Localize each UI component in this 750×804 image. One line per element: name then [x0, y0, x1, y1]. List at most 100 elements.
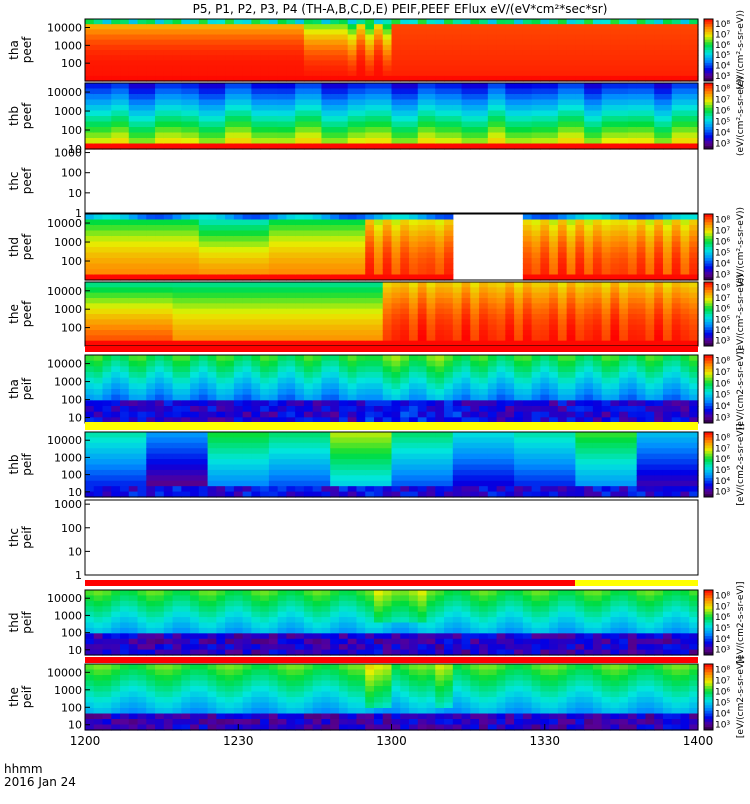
heatmap-cell — [339, 459, 348, 465]
heatmap-cell — [435, 71, 444, 77]
heatmap-cell — [497, 24, 506, 30]
heatmap-cell — [672, 231, 681, 237]
heatmap-cell — [575, 66, 584, 72]
heatmap-cell — [575, 406, 584, 412]
heatmap-cell — [645, 220, 654, 226]
heatmap-cell — [103, 361, 112, 367]
heatmap-cell — [488, 400, 497, 406]
heatmap-cell — [663, 293, 672, 299]
heatmap-cell — [637, 19, 646, 25]
heatmap-cell — [164, 443, 173, 449]
heatmap-cell — [103, 100, 112, 106]
heatmap-cell — [374, 372, 383, 378]
heatmap-cell — [610, 242, 619, 248]
heatmap-cell — [278, 242, 287, 248]
heatmap-cell — [567, 111, 576, 117]
heatmap-cell — [558, 319, 567, 325]
heatmap-cell — [689, 314, 698, 320]
heatmap-cell — [304, 282, 313, 288]
heatmap-cell — [602, 319, 611, 325]
heatmap-cell — [383, 71, 392, 77]
heatmap-cell — [400, 60, 409, 66]
heatmap-cell — [645, 400, 654, 406]
colorbar-segment — [704, 392, 713, 395]
heatmap-cell — [216, 214, 225, 220]
heatmap-cell — [567, 100, 576, 106]
heatmap-cell — [199, 100, 208, 106]
heatmap-cell — [427, 330, 436, 336]
heatmap-cell — [190, 253, 199, 259]
heatmap-cell — [269, 50, 278, 56]
heatmap-cell — [383, 298, 392, 304]
heatmap-cell — [427, 236, 436, 242]
heatmap-cell — [610, 269, 619, 275]
heatmap-cell — [120, 325, 129, 331]
heatmap-cell — [383, 282, 392, 288]
heatmap-cell — [400, 389, 409, 395]
heatmap-cell — [549, 24, 558, 30]
heatmap-cell — [497, 412, 506, 418]
heatmap-cell — [190, 319, 199, 325]
heatmap-cell — [602, 378, 611, 384]
heatmap-cell — [462, 24, 471, 30]
heatmap-cell — [304, 378, 313, 384]
heatmap-cell — [479, 383, 488, 389]
colorbar-tick-label: 10⁸ — [715, 357, 730, 367]
heatmap-cell — [120, 258, 129, 264]
heatmap-cell — [339, 309, 348, 315]
heatmap-cell — [173, 406, 182, 412]
heatmap-cell — [103, 309, 112, 315]
heatmap-cell — [575, 395, 584, 401]
heatmap-cell — [138, 383, 147, 389]
heatmap-cell — [532, 361, 541, 367]
heatmap-cell — [129, 454, 138, 460]
heatmap-cell — [645, 282, 654, 288]
heatmap-cell — [619, 247, 628, 253]
heatmap-cell — [470, 475, 479, 481]
heatmap-cell — [672, 242, 681, 248]
heatmap-cell — [409, 287, 418, 293]
heatmap-cell — [575, 100, 584, 106]
heatmap-cell — [260, 247, 269, 253]
heatmap-cell — [120, 309, 129, 315]
heatmap-cell — [208, 378, 217, 384]
heatmap-cell — [663, 29, 672, 35]
heatmap-cell — [173, 269, 182, 275]
heatmap-cell — [190, 116, 199, 122]
heatmap-cell — [313, 470, 322, 476]
heatmap-cell — [356, 454, 365, 460]
heatmap-cell — [400, 406, 409, 412]
heatmap-cell — [497, 406, 506, 412]
heatmap-cell — [374, 383, 383, 389]
heatmap-cell — [479, 448, 488, 454]
heatmap-thd-peef — [85, 214, 699, 281]
heatmap-cell — [330, 400, 339, 406]
heatmap-cell — [348, 122, 357, 128]
heatmap-cell — [85, 406, 94, 412]
heatmap-cell — [330, 55, 339, 61]
heatmap-cell — [462, 314, 471, 320]
heatmap-cell — [365, 94, 374, 100]
heatmap-cell — [111, 66, 120, 72]
heatmap-cell — [365, 71, 374, 77]
heatmap-cell — [146, 133, 155, 139]
heatmap-cell — [181, 330, 190, 336]
heatmap-cell — [313, 432, 322, 438]
heatmap-cell — [418, 19, 427, 25]
heatmap-cell — [540, 486, 549, 492]
heatmap-cell — [584, 325, 593, 331]
heatmap-cell — [514, 475, 523, 481]
colorbar-tick-label: 10⁶ — [715, 107, 730, 117]
heatmap-cell — [295, 481, 304, 487]
heatmap-cell — [339, 214, 348, 220]
heatmap-cell — [164, 45, 173, 51]
heatmap-cell — [339, 412, 348, 418]
heatmap-cell — [470, 35, 479, 41]
heatmap-cell — [164, 269, 173, 275]
heatmap-cell — [637, 293, 646, 299]
heatmap-cell — [365, 309, 374, 315]
heatmap-cell — [374, 303, 383, 309]
heatmap-cell — [181, 481, 190, 487]
heatmap-cell — [663, 282, 672, 288]
heatmap-cell — [392, 454, 401, 460]
